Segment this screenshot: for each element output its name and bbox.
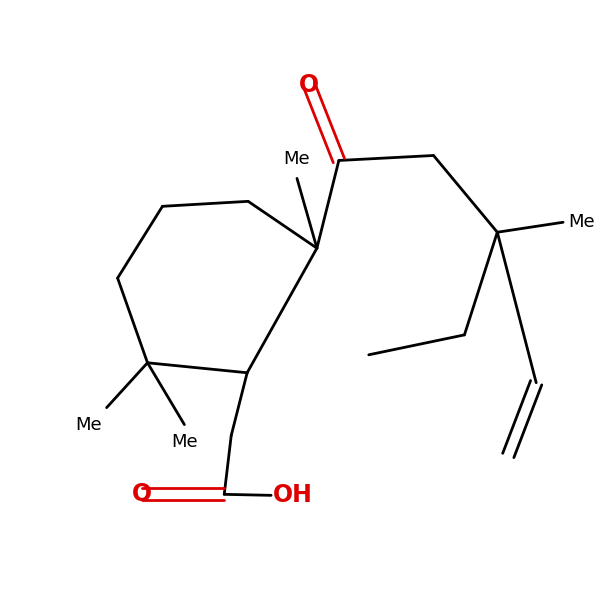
- Text: O: O: [299, 73, 319, 97]
- Text: OH: OH: [273, 484, 313, 508]
- Text: Me: Me: [568, 213, 595, 231]
- Text: Me: Me: [75, 416, 101, 434]
- Text: Me: Me: [171, 433, 197, 451]
- Text: O: O: [131, 482, 152, 506]
- Text: Me: Me: [284, 151, 310, 169]
